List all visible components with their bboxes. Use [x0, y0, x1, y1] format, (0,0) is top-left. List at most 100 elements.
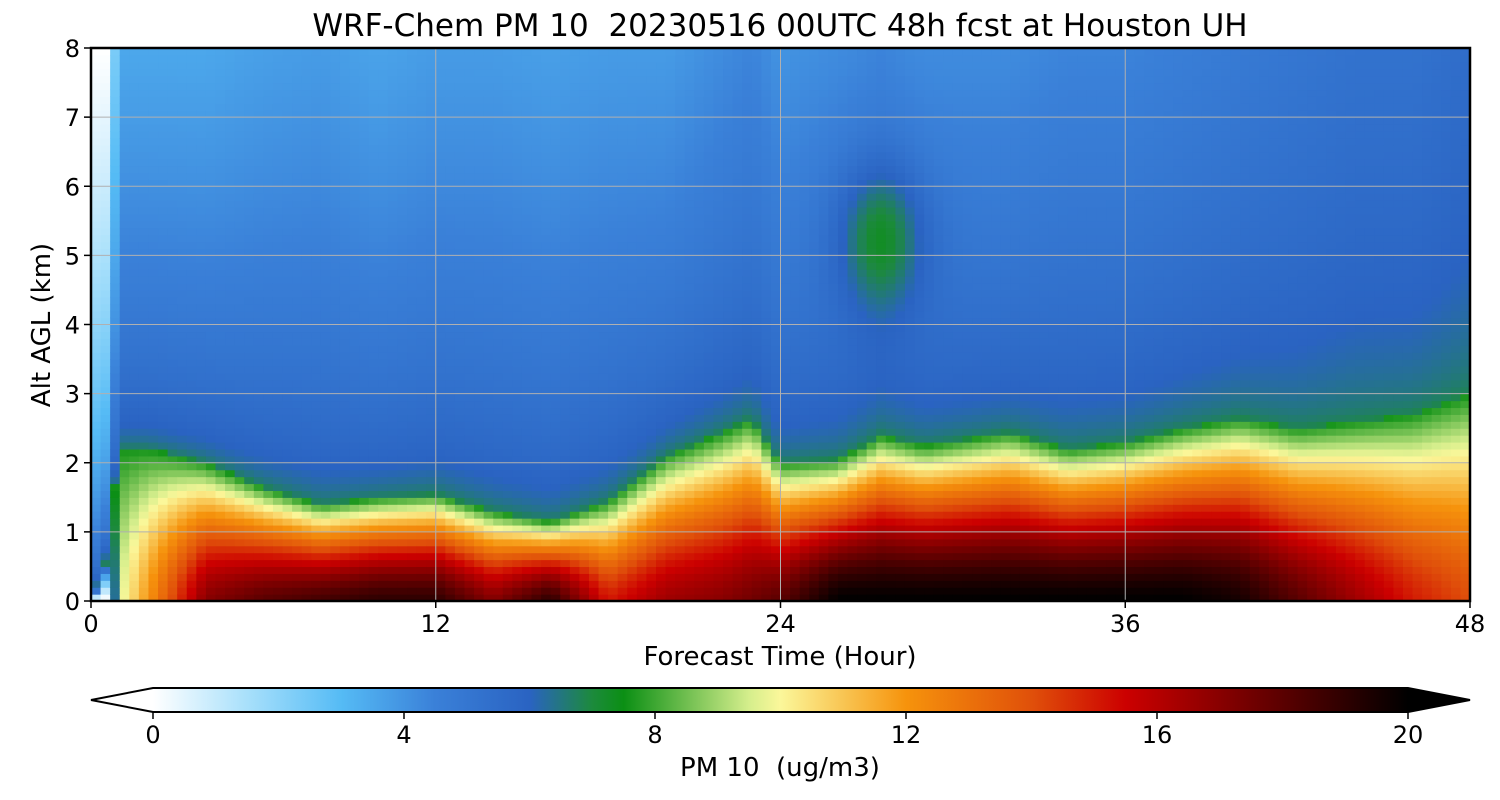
contour-cell	[292, 241, 303, 250]
contour-cell	[138, 345, 150, 353]
contour-cell	[512, 559, 523, 568]
contour-cell	[129, 68, 140, 77]
contour-cell	[349, 144, 360, 153]
contour-cell	[148, 193, 159, 201]
contour-cell	[416, 587, 427, 595]
contour-cell	[550, 359, 561, 367]
contour-cell	[100, 227, 111, 236]
contour-cell	[158, 511, 169, 519]
contour-cell	[665, 580, 676, 588]
contour-cell	[234, 186, 245, 194]
contour-cell	[359, 289, 370, 298]
contour-cell	[196, 414, 207, 422]
contour-cell	[445, 317, 456, 326]
contour-cell	[359, 566, 370, 574]
contour-cell	[588, 54, 600, 63]
contour-cell	[272, 68, 284, 77]
contour-cell	[397, 587, 408, 595]
contour-cell	[665, 82, 676, 91]
contour-cell	[521, 68, 533, 77]
contour-cell	[119, 531, 130, 540]
contour-cell	[445, 255, 456, 263]
contour-cell	[407, 531, 418, 540]
contour-cell	[569, 220, 580, 229]
contour-cell	[349, 213, 360, 222]
contour-cell	[186, 524, 197, 533]
contour-cell	[177, 338, 188, 346]
contour-cell	[91, 68, 102, 77]
contour-cell	[483, 504, 494, 512]
contour-cell	[502, 372, 513, 381]
contour-cell	[177, 255, 188, 263]
contour-cell	[100, 365, 111, 374]
contour-cell	[186, 462, 197, 471]
contour-cell	[253, 414, 264, 422]
contour-cell	[617, 448, 628, 457]
contour-cell	[464, 352, 475, 360]
contour-cell	[253, 393, 264, 402]
contour-cell	[445, 379, 456, 388]
contour-cell	[301, 504, 312, 512]
contour-cell	[435, 338, 446, 346]
contour-cell	[397, 490, 408, 498]
contour-cell	[225, 421, 236, 429]
contour-cell	[588, 48, 600, 56]
contour-cell	[349, 310, 360, 319]
contour-cell	[234, 289, 245, 298]
contour-cell	[665, 200, 676, 208]
contour-cell	[263, 172, 274, 180]
contour-cell	[301, 200, 312, 208]
contour-cell	[110, 331, 121, 339]
contour-cell	[407, 213, 418, 222]
contour-cell	[550, 234, 561, 243]
contour-cell	[205, 89, 217, 97]
contour-cell	[110, 165, 121, 174]
contour-cell	[665, 144, 676, 153]
contour-cell	[205, 421, 217, 429]
contour-cell	[292, 96, 303, 104]
contour-cell	[493, 352, 504, 360]
contour-cell	[502, 386, 513, 395]
contour-cell	[368, 117, 379, 125]
contour-cell	[129, 531, 140, 540]
contour-cell	[493, 103, 504, 111]
contour-cell	[119, 61, 130, 70]
contour-cell	[665, 359, 676, 367]
contour-cell	[665, 317, 676, 326]
contour-cell	[608, 110, 619, 118]
contour-cell	[129, 393, 140, 402]
contour-cell	[608, 359, 619, 367]
contour-cell	[282, 324, 293, 333]
contour-cell	[675, 580, 686, 588]
contour-cell	[177, 144, 188, 153]
contour-cell	[311, 393, 322, 402]
contour-cell	[407, 573, 418, 581]
contour-cell	[493, 338, 504, 346]
contour-cell	[474, 103, 485, 111]
contour-cell	[138, 276, 150, 284]
contour-cell	[560, 476, 571, 485]
contour-cell	[387, 345, 399, 353]
contour-cell	[426, 469, 437, 478]
contour-cell	[378, 172, 389, 180]
contour-cell	[378, 324, 389, 333]
contour-cell	[521, 82, 533, 91]
contour-cell	[579, 220, 590, 229]
contour-cell	[119, 110, 130, 118]
contour-cell	[656, 414, 667, 422]
contour-cell	[263, 68, 274, 77]
contour-cell	[91, 352, 102, 360]
contour-cell	[579, 407, 590, 415]
contour-cell	[502, 559, 513, 568]
contour-cell	[177, 545, 188, 554]
contour-cell	[368, 455, 379, 464]
contour-cell	[301, 559, 312, 568]
contour-cell	[483, 227, 494, 236]
contour-cell	[129, 428, 140, 436]
contour-cell	[359, 130, 370, 139]
contour-cell	[646, 448, 657, 457]
contour-cell	[138, 552, 150, 561]
contour-cell	[407, 400, 418, 409]
contour-cell	[148, 497, 159, 505]
contour-cell	[541, 469, 552, 478]
